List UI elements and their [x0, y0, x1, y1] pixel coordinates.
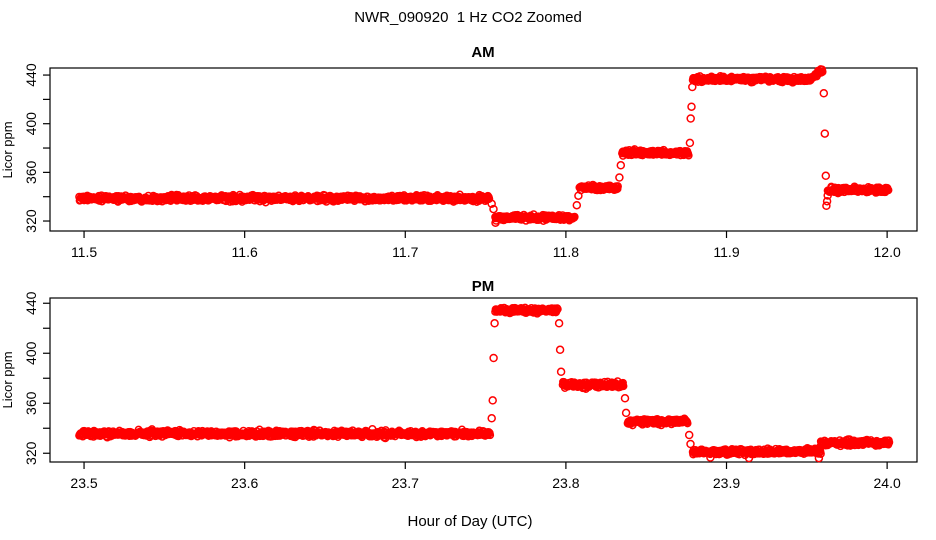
transition-point — [488, 396, 497, 405]
data-point — [618, 378, 627, 387]
transition-point — [814, 453, 824, 463]
panel-title-am: AM — [471, 44, 494, 61]
panel-pm: 23.5 23.6 23.7 23.8 23.9 24.0 320 360 400 440 — [23, 291, 918, 491]
data-point — [619, 382, 628, 391]
transition-point — [685, 138, 695, 148]
transition-point — [487, 199, 496, 209]
panels-group: 11.5 11.6 11.7 11.8 11.9 12.032036040044023.5… — [23, 63, 918, 491]
transition-point — [491, 216, 501, 225]
transition-point — [615, 173, 624, 182]
y-tick-label: 320 — [23, 441, 39, 465]
transition-point — [489, 353, 498, 363]
x-tick-label: 23.6 — [231, 475, 258, 491]
transition-point — [822, 197, 832, 206]
x-tick-label: 11.7 — [392, 244, 418, 260]
transition-point — [620, 394, 630, 403]
data-point — [553, 305, 562, 314]
y-tick-label: 400 — [23, 341, 39, 365]
transition-point — [554, 319, 564, 328]
transition-point — [489, 204, 498, 214]
data-point — [613, 182, 622, 191]
transition-point — [686, 114, 695, 123]
x-tick-label: 12.0 — [874, 244, 901, 260]
transition-point — [574, 191, 583, 200]
data-point — [684, 151, 693, 160]
transition-point — [687, 102, 696, 111]
x-tick-label: 23.9 — [713, 475, 740, 491]
data-point — [885, 438, 894, 447]
y-tick-label: 360 — [23, 391, 39, 415]
panel-am: 11.5 11.6 11.7 11.8 11.9 12.0 320 360 400 440 — [23, 63, 918, 260]
x-tick-label: 11.5 — [71, 244, 97, 260]
transition-point — [706, 453, 715, 462]
transition-point — [688, 82, 697, 92]
plot-box — [49, 67, 918, 232]
x-tick-label: 11.9 — [713, 244, 739, 260]
data-point — [570, 212, 579, 221]
data-points-pm — [75, 303, 894, 463]
y-tick-label: 440 — [23, 63, 39, 87]
transition-point — [487, 414, 496, 423]
x-tick-label: 23.8 — [552, 475, 579, 491]
transition-point — [823, 191, 832, 200]
y-tick-label: 360 — [23, 160, 39, 184]
y-tick-label: 440 — [23, 291, 39, 315]
y-axis-label-pm: Licor ppm — [0, 351, 15, 408]
transition-point — [556, 367, 566, 377]
transition-point — [572, 200, 582, 210]
data-point — [816, 449, 825, 458]
transition-point — [686, 439, 695, 449]
plot-box — [49, 297, 918, 463]
transition-point — [555, 345, 565, 355]
transition-point — [744, 453, 754, 463]
transition-point — [822, 201, 831, 211]
transition-point — [684, 430, 694, 440]
x-tick-label: 23.5 — [70, 475, 97, 491]
x-axis-label: Hour of Day (UTC) — [407, 513, 532, 530]
data-point — [486, 431, 495, 440]
x-tick-label: 11.6 — [232, 244, 258, 260]
transition-point — [821, 171, 831, 181]
data-point — [683, 419, 692, 428]
data-points-am — [75, 65, 893, 227]
y-tick-label: 320 — [23, 209, 39, 233]
x-tick-label: 24.0 — [874, 475, 901, 491]
y-axis-label-am: Licor ppm — [0, 121, 15, 178]
chart-title: NWR_090920 1 Hz CO2 Zoomed — [354, 9, 582, 26]
data-point — [818, 67, 827, 76]
data-point — [884, 186, 893, 195]
transition-point — [616, 161, 626, 170]
panel-title-pm: PM — [472, 278, 495, 295]
transition-point — [490, 319, 499, 328]
x-tick-label: 23.7 — [392, 475, 419, 491]
transition-point — [820, 129, 830, 138]
transition-point — [819, 89, 829, 98]
transition-point — [621, 408, 631, 418]
y-tick-label: 400 — [23, 112, 39, 136]
x-tick-label: 11.8 — [553, 244, 579, 260]
